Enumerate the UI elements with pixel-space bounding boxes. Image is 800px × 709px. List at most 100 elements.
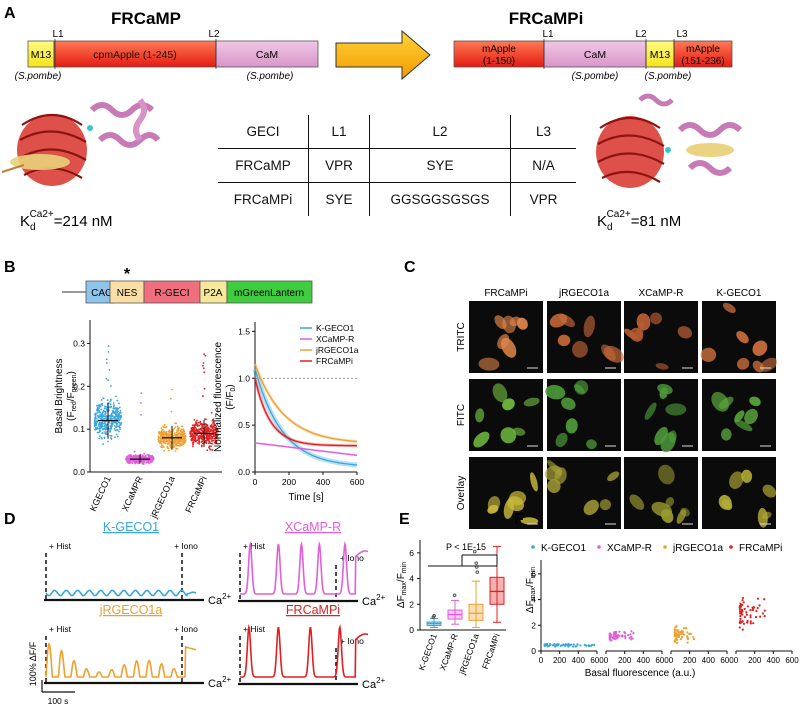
data-point — [211, 449, 214, 452]
data-point — [100, 399, 103, 401]
calcium-label: Ca2+ — [362, 593, 386, 608]
data-point — [209, 442, 212, 445]
cag-label: CAG — [91, 288, 113, 299]
data-point — [197, 436, 200, 439]
table-header-cell: L2 — [369, 115, 511, 149]
data-point — [160, 442, 163, 445]
m13-label-right: M13 — [650, 49, 671, 61]
data-point — [109, 406, 112, 409]
data-point — [99, 435, 101, 438]
data-point — [763, 609, 766, 612]
data-point — [203, 371, 206, 374]
cell-blob — [744, 408, 758, 425]
data-point — [624, 636, 627, 640]
row-label: FITC — [456, 404, 467, 426]
data-point — [201, 434, 204, 437]
p-value-label: P < 1E-15 — [446, 542, 486, 552]
data-point — [94, 427, 97, 429]
legend-label: FRCaMPi — [316, 356, 353, 366]
data-point — [168, 430, 171, 433]
data-point — [173, 442, 176, 445]
frcamp-structure-image — [1, 98, 161, 186]
data-point — [98, 405, 101, 408]
data-point — [758, 604, 761, 607]
cell-blob — [749, 396, 761, 407]
box — [468, 603, 484, 621]
data-point — [104, 417, 107, 419]
data-point — [150, 460, 153, 463]
data-point — [105, 415, 108, 418]
data-point — [593, 643, 596, 646]
data-point — [118, 430, 120, 433]
data-point — [100, 436, 103, 439]
dynamic-range-boxplot: ΔFmax/Fmin P < 1E-15 0 2 4 6 K-GECO1XCaMP-Rj… — [396, 540, 506, 677]
cell-blob — [529, 472, 538, 492]
data-point — [115, 426, 118, 428]
scale-y-label: 100% ΔF/F — [28, 641, 38, 686]
data-point — [93, 420, 96, 423]
data-point — [192, 445, 194, 448]
data-point — [151, 455, 154, 457]
data-point — [630, 638, 633, 641]
legend-marker — [729, 545, 733, 549]
data-point — [751, 608, 754, 611]
data-point — [739, 620, 742, 623]
calcium-label: Ca2+ — [362, 676, 386, 691]
data-point — [192, 441, 195, 444]
data-point — [125, 458, 128, 461]
data-point — [95, 404, 98, 407]
x-tick-label: 400 — [572, 656, 586, 665]
data-point — [175, 434, 178, 437]
data-point — [204, 430, 207, 433]
data-point — [104, 431, 106, 433]
data-point — [133, 460, 136, 463]
data-point — [199, 420, 202, 423]
scale-bar: 100% ΔF/F 100 s — [28, 641, 75, 706]
data-point — [141, 456, 144, 459]
data-point — [95, 422, 98, 425]
data-point — [741, 610, 744, 613]
data-point — [749, 622, 752, 625]
data-point — [201, 395, 204, 397]
data-point — [98, 415, 101, 418]
data-point — [132, 454, 135, 457]
data-point — [149, 456, 152, 458]
basal-brightness-scatter: Basal Brightness (Fred/Fgreen) 0.0 0.1 0.2… — [54, 320, 222, 521]
data-point — [739, 617, 742, 621]
data-point — [179, 430, 182, 433]
data-point — [742, 601, 745, 604]
data-point — [137, 455, 140, 458]
data-point — [113, 421, 115, 424]
data-point — [202, 362, 205, 364]
data-point — [98, 437, 100, 440]
l3-label-right: L3 — [676, 29, 688, 40]
mgreenlantern-label: mGreenLantern — [234, 288, 304, 299]
data-point — [160, 433, 163, 436]
cell-blob — [607, 471, 620, 482]
data-point — [114, 407, 116, 409]
data-point — [169, 446, 172, 449]
cell-blob — [636, 313, 651, 331]
normalized-fluorescence-ylabel: Normalized fluorescence — [213, 342, 224, 452]
data-point — [119, 417, 122, 420]
data-point — [745, 613, 748, 616]
data-point — [127, 460, 130, 463]
data-point — [200, 441, 203, 443]
data-point — [112, 411, 115, 414]
data-point — [157, 435, 160, 438]
data-point — [673, 631, 676, 634]
data-point — [692, 637, 695, 641]
cell-blob — [644, 402, 657, 420]
data-point — [620, 634, 623, 637]
data-point — [161, 444, 164, 447]
data-point — [109, 417, 112, 420]
data-point — [160, 446, 162, 448]
hist-label: + Hist — [243, 541, 266, 551]
data-point — [630, 630, 633, 633]
data-point — [198, 440, 200, 443]
data-point — [207, 442, 210, 445]
data-point — [114, 436, 116, 439]
data-point — [135, 461, 138, 463]
data-point — [746, 621, 749, 624]
data-point — [182, 435, 184, 437]
